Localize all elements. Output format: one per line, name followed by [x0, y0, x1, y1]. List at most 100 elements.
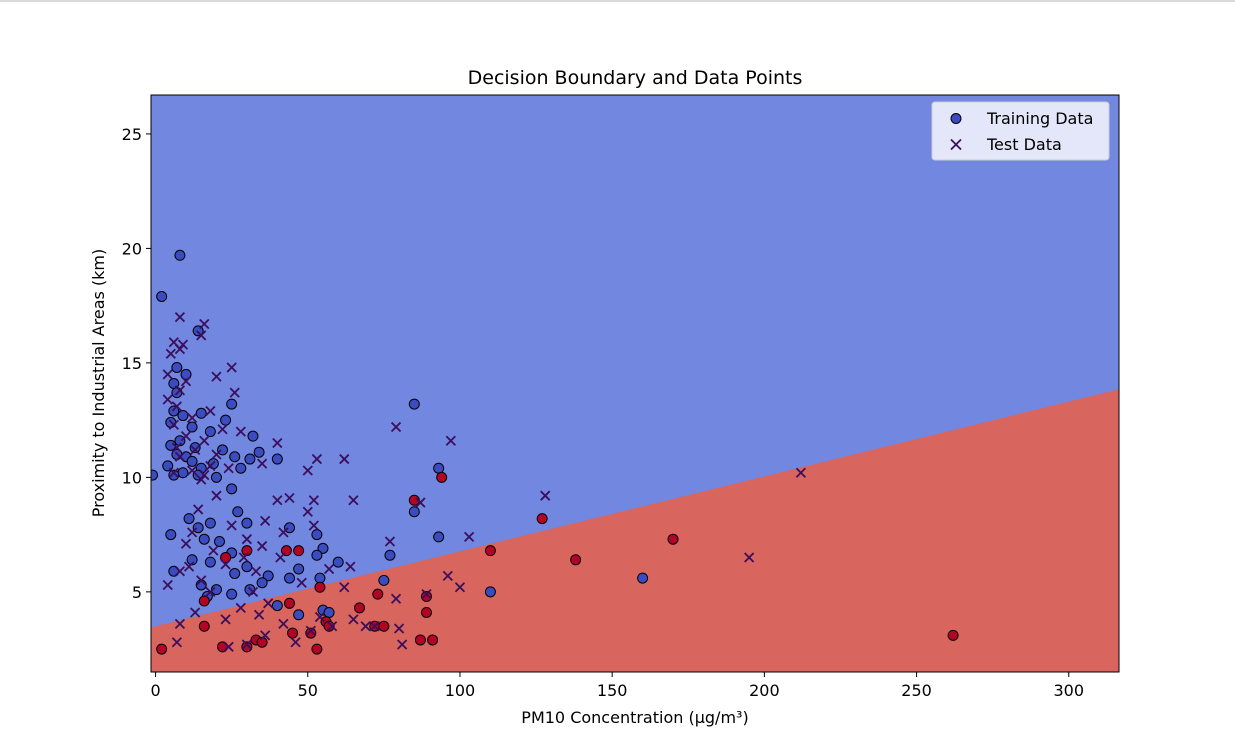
training-point	[293, 545, 305, 557]
test-point	[302, 506, 313, 517]
x-tick-label: 0	[150, 681, 160, 700]
training-point	[168, 405, 180, 417]
legend-test-label: Test Data	[986, 135, 1062, 154]
test-point	[190, 444, 201, 456]
test-point	[278, 527, 289, 538]
test-point	[205, 405, 216, 417]
training-point	[210, 471, 222, 483]
training-point	[354, 602, 366, 614]
test-point	[205, 586, 216, 597]
y-axis-label: Proximity to Industrial Areas (km)	[89, 249, 108, 518]
test-point	[415, 497, 426, 508]
training-point	[332, 556, 344, 568]
training-point	[284, 522, 296, 534]
training-point	[247, 430, 259, 442]
test-point	[744, 552, 755, 563]
training-point	[244, 453, 256, 465]
training-point	[186, 421, 198, 433]
training-point	[408, 398, 420, 410]
training-point	[213, 535, 225, 547]
test-point	[162, 394, 173, 405]
test-point	[186, 412, 198, 423]
x-tick-label: 250	[901, 681, 932, 700]
training-point	[189, 442, 201, 454]
test-point	[463, 531, 475, 543]
test-point	[241, 639, 253, 650]
x-tick-label: 200	[749, 681, 780, 700]
y-tick-label: 15	[122, 354, 142, 373]
test-point	[442, 570, 453, 581]
test-point	[275, 552, 286, 563]
training-point	[293, 563, 305, 575]
test-point	[193, 504, 204, 515]
training-point	[226, 483, 238, 495]
training-point	[947, 629, 959, 641]
test-point	[177, 339, 189, 350]
y-tick-label: 20	[122, 239, 142, 258]
training-point	[311, 529, 323, 541]
training-point	[323, 620, 335, 632]
test-point	[186, 465, 198, 476]
y-tick-label: 5	[132, 583, 142, 602]
test-point	[174, 451, 186, 462]
test-point	[250, 566, 262, 577]
test-point	[305, 625, 316, 636]
training-point	[220, 552, 232, 564]
training-point	[637, 572, 649, 584]
test-point	[162, 579, 173, 591]
test-point	[162, 369, 173, 380]
test-point	[168, 467, 179, 478]
training-point	[484, 545, 496, 557]
training-point	[378, 620, 390, 632]
training-point	[229, 451, 241, 463]
test-point	[795, 467, 807, 478]
test-point	[290, 637, 301, 648]
test-point	[369, 621, 380, 632]
test-point	[360, 621, 371, 632]
training-point	[241, 641, 253, 653]
test-point	[256, 540, 268, 552]
test-point	[211, 449, 222, 460]
test-point	[302, 465, 313, 476]
y-axis: 5 10 15 20 25	[122, 125, 151, 602]
training-point	[305, 627, 317, 639]
test-point	[284, 492, 295, 504]
test-point	[174, 344, 186, 355]
training-point	[536, 513, 548, 525]
training-point	[256, 577, 268, 589]
test-point	[339, 453, 350, 465]
test-point	[256, 458, 268, 469]
training-point	[314, 572, 326, 584]
test-point	[174, 618, 186, 630]
x-tick-label: 150	[597, 681, 628, 700]
test-point	[326, 621, 338, 632]
training-point	[217, 444, 229, 456]
x-tick-label: 300	[1054, 681, 1085, 700]
training-point	[372, 588, 384, 600]
test-point	[393, 623, 405, 634]
test-point	[296, 577, 307, 588]
legend: Training Data Test Data	[931, 101, 1110, 161]
test-point	[384, 536, 396, 547]
training-point	[168, 469, 180, 481]
training-point	[226, 588, 238, 600]
training-point	[484, 586, 496, 598]
test-point	[171, 401, 183, 412]
training-point	[378, 574, 390, 586]
test-point	[345, 561, 356, 572]
training-point	[433, 531, 445, 543]
training-point	[311, 549, 323, 561]
decision-regions	[151, 95, 1119, 672]
chart-title: Decision Boundary and Data Points	[468, 67, 803, 89]
training-point	[241, 517, 253, 529]
test-point	[211, 490, 222, 501]
test-point	[390, 421, 402, 433]
training-point	[198, 620, 210, 632]
training-point	[177, 410, 189, 422]
training-point	[151, 469, 159, 481]
test-point	[323, 563, 335, 575]
test-point	[229, 387, 240, 398]
training-point	[420, 606, 432, 618]
test-point	[454, 582, 466, 593]
